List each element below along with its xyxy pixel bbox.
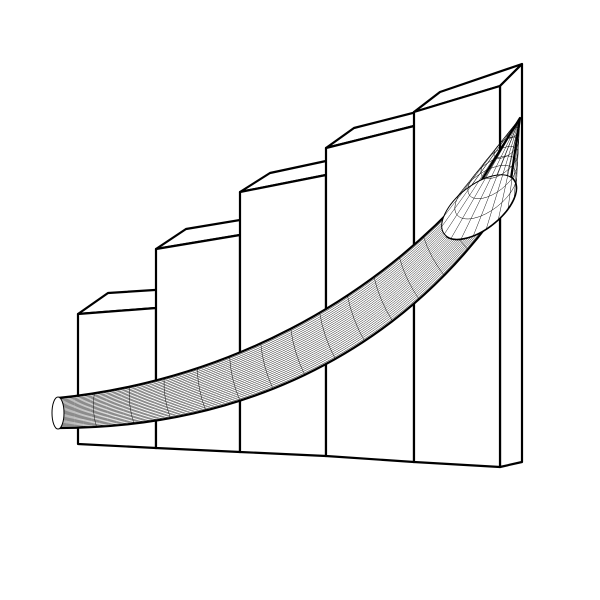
growth-bar-chart [0, 0, 600, 600]
